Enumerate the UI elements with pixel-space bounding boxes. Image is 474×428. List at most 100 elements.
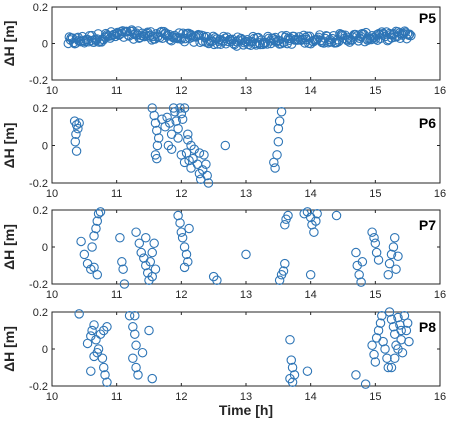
panel-p5: 10 11 12 13 14 15 16 -0.2 0 0.2 ΔH [m] P5: [1, 2, 446, 97]
data-point: [341, 34, 352, 45]
data-point: [166, 144, 177, 155]
x-tick-label: 11: [111, 85, 122, 97]
y-tick-label: -0.2: [29, 381, 48, 393]
data-point: [117, 257, 127, 267]
data-point: [173, 133, 183, 143]
panel-p7: 10 11 12 13 14 15 16 -0.2 0 0.2 ΔH [m] P7: [1, 205, 446, 301]
data-point: [280, 220, 290, 230]
data-point: [131, 362, 141, 373]
panel-label: P5: [419, 10, 436, 26]
y-tick-label: 0.2: [33, 2, 48, 14]
data-point: [177, 114, 188, 125]
data-point: [272, 150, 282, 160]
data-point: [91, 223, 101, 234]
data-point: [367, 227, 377, 237]
data-point: [285, 334, 295, 345]
data-point: [128, 353, 138, 363]
data-point: [388, 242, 399, 252]
data-point: [118, 264, 128, 274]
data-point: [264, 33, 274, 44]
data-point: [357, 257, 368, 267]
data-point: [134, 238, 145, 249]
y-tick-label: -0.2: [29, 178, 48, 190]
data-point: [89, 320, 99, 330]
data-point: [150, 34, 160, 44]
data-point: [164, 118, 175, 128]
data-point: [130, 310, 140, 321]
data-point: [179, 242, 190, 252]
data-point: [89, 351, 99, 362]
data-point: [406, 30, 416, 41]
data-point: [286, 355, 297, 365]
x-tick-label: 13: [240, 188, 252, 200]
data-point: [79, 249, 90, 260]
data-point: [175, 103, 185, 113]
data-point: [382, 353, 392, 363]
data-point: [179, 103, 190, 113]
y-axis-label: ΔH [m]: [1, 224, 17, 270]
data-point: [93, 208, 104, 219]
data-point: [391, 264, 401, 274]
data-point: [76, 236, 86, 247]
x-tick-label: 11: [111, 289, 122, 301]
data-point: [209, 39, 219, 50]
data-point: [87, 242, 97, 252]
data-point: [309, 227, 319, 237]
data-point: [367, 340, 377, 351]
data-point: [393, 251, 403, 262]
x-tick-label: 16: [434, 289, 446, 301]
data-point: [71, 129, 81, 140]
data-point: [83, 36, 94, 47]
data-point: [384, 258, 395, 269]
x-tick-label: 12: [175, 289, 187, 301]
y-tick-label: 0.2: [33, 307, 48, 319]
data-point: [270, 163, 280, 173]
data-point: [371, 247, 382, 258]
data-point: [373, 325, 384, 336]
data-point: [153, 133, 164, 143]
data-point: [241, 249, 251, 260]
data-point: [331, 210, 342, 221]
data-point: [386, 362, 397, 373]
data-point: [136, 247, 146, 258]
data-point: [93, 344, 104, 354]
x-tick-label: 16: [434, 188, 446, 200]
y-tick-label: 0: [42, 242, 48, 254]
data-point: [302, 366, 313, 376]
data-point: [186, 30, 197, 41]
y-tick-label: 0: [42, 344, 48, 356]
data-point: [383, 362, 394, 373]
data-point: [145, 257, 156, 267]
x-tick-label: 14: [305, 85, 317, 97]
data-point: [280, 258, 290, 269]
data-point: [276, 107, 287, 117]
data-point: [375, 318, 386, 328]
data-point: [152, 140, 163, 151]
data-point: [386, 314, 397, 325]
data-point: [274, 116, 285, 126]
data-point: [74, 118, 84, 128]
data-point: [186, 140, 196, 151]
data-point: [404, 336, 414, 347]
data-point: [383, 269, 394, 280]
y-axis-label: ΔH [m]: [1, 21, 17, 67]
data-point: [119, 279, 130, 289]
data-point: [183, 257, 193, 267]
data-point: [395, 33, 405, 44]
data-point: [351, 370, 361, 380]
data-point: [186, 163, 196, 173]
data-point: [119, 32, 129, 42]
x-tick-label: 10: [46, 85, 58, 97]
y-tick-label: 0: [42, 141, 48, 153]
data-point: [262, 39, 272, 49]
data-point: [389, 233, 400, 243]
data-point: [97, 353, 108, 363]
data-point: [370, 238, 381, 249]
x-tick-label: 16: [434, 391, 446, 403]
y-tick-label: 0.2: [33, 205, 48, 217]
data-point: [351, 247, 361, 258]
data-point: [388, 322, 399, 332]
data-point: [354, 269, 364, 280]
x-tick-label: 10: [46, 188, 58, 200]
data-point: [201, 159, 211, 170]
